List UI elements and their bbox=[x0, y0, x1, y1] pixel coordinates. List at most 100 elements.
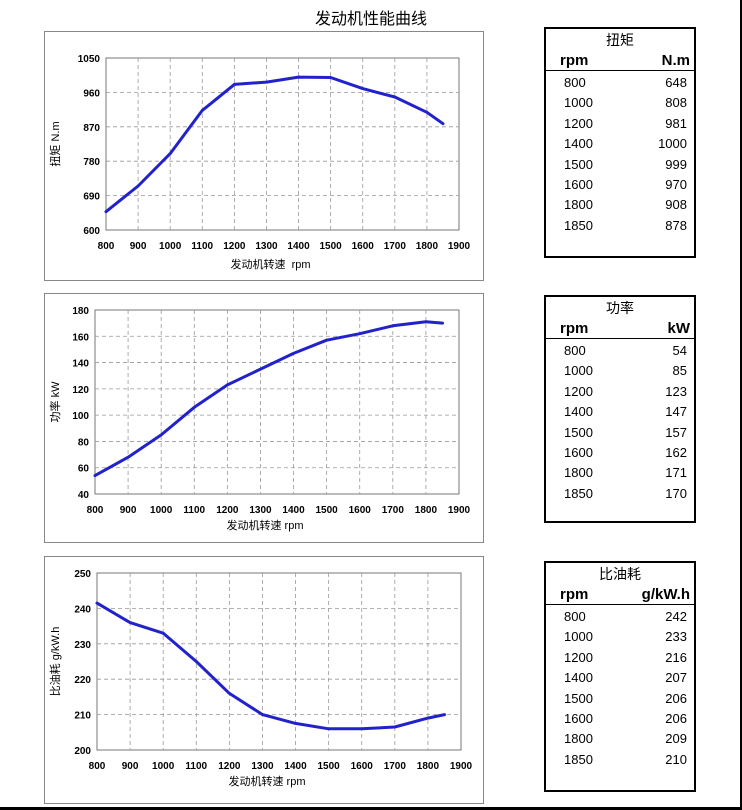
data-point bbox=[294, 722, 297, 725]
y-tick-label: 100 bbox=[72, 411, 89, 422]
page-title: 发动机性能曲线 bbox=[314, 9, 427, 28]
data-point bbox=[441, 122, 445, 125]
y-tick-label: 180 bbox=[72, 306, 89, 317]
power-table: 功率 rpm kW 800 54 1000 85 1200 123 1400 147 1500 1… bbox=[544, 295, 696, 523]
table-cell-value: 210 bbox=[665, 751, 687, 767]
table-row: 1400 1000 bbox=[546, 134, 694, 154]
y-tick-label: 250 bbox=[74, 569, 91, 580]
x-tick-label: 1300 bbox=[255, 241, 278, 252]
data-point bbox=[393, 95, 397, 99]
table-row: 800 242 bbox=[546, 607, 694, 627]
x-tick-label: 1900 bbox=[448, 505, 471, 516]
power-chart: 800 900 1000 1100 1200 1300 1400 1500 1600 1700 18… bbox=[44, 293, 484, 543]
x-tick-label: 1800 bbox=[417, 761, 440, 772]
y-tick-label: 690 bbox=[83, 192, 100, 203]
y-tick-label: 230 bbox=[74, 640, 91, 651]
x-tick-label: 800 bbox=[87, 505, 104, 516]
table-title: 扭矩 bbox=[606, 33, 634, 49]
data-point bbox=[193, 406, 196, 409]
table-cell-rpm: 800 bbox=[564, 609, 586, 624]
table-cell-rpm: 1400 bbox=[564, 404, 593, 420]
x-axis-label: 发动机转速 rpm bbox=[229, 774, 306, 788]
table-row: 1600 970 bbox=[546, 175, 694, 195]
table-cell-rpm: 1500 bbox=[564, 690, 593, 706]
fuel-consumption-chart: 800 900 1000 1100 1200 1300 1400 1500 1600 1700 18… bbox=[44, 556, 484, 804]
table-header: rpm N.m bbox=[546, 51, 694, 71]
table-header: rpm kW bbox=[546, 319, 694, 339]
x-tick-label: 800 bbox=[98, 241, 115, 252]
y-tick-label: 960 bbox=[83, 88, 100, 99]
data-point bbox=[265, 80, 268, 84]
data-point bbox=[361, 87, 364, 90]
data-point bbox=[136, 184, 140, 188]
table-col-unit: N.m bbox=[661, 52, 690, 69]
table-header: rpm g/kW.h bbox=[546, 585, 694, 605]
table-body: 800 648 1000 808 1200 981 1400 1000 1500 999 1600 9… bbox=[546, 73, 694, 236]
x-tick-label: 1600 bbox=[351, 761, 374, 772]
data-point bbox=[297, 75, 300, 79]
y-tick-label: 600 bbox=[83, 226, 100, 237]
data-point bbox=[261, 713, 264, 716]
torque-chart: 800 900 1000 1100 1200 1300 1400 1500 1600 1700 18… bbox=[44, 31, 484, 281]
table-cell-value: 147 bbox=[665, 404, 687, 420]
table-row: 1500 999 bbox=[546, 155, 694, 175]
table-row: 1850 878 bbox=[546, 216, 694, 236]
table-col-unit: g/kW.h bbox=[641, 586, 690, 603]
y-tick-label: 1050 bbox=[78, 54, 101, 65]
data-point bbox=[443, 713, 446, 716]
table-cell-value: 970 bbox=[665, 176, 687, 192]
table-row: 1200 216 bbox=[546, 648, 694, 668]
data-point bbox=[159, 433, 163, 437]
table-cell-value: 85 bbox=[672, 363, 687, 379]
series-line bbox=[104, 75, 445, 214]
table-cell-value: 1000 bbox=[658, 136, 687, 152]
table-row: 1000 808 bbox=[546, 93, 694, 113]
table-cell-value: 171 bbox=[665, 465, 687, 481]
x-tick-label: 1500 bbox=[320, 241, 343, 252]
data-point bbox=[93, 474, 97, 477]
table-cell-rpm: 1500 bbox=[564, 156, 593, 172]
y-tick-label: 40 bbox=[78, 490, 90, 501]
chart-svg: 800 900 1000 1100 1200 1300 1400 1500 1600 1700 18… bbox=[48, 569, 473, 788]
table-row: 1200 123 bbox=[546, 382, 694, 402]
data-point bbox=[425, 111, 429, 114]
data-point bbox=[358, 332, 361, 335]
x-tick-label: 1200 bbox=[216, 505, 239, 516]
table-cell-rpm: 1800 bbox=[564, 197, 593, 213]
table-cell-value: 206 bbox=[665, 690, 687, 706]
table-cell-rpm: 1600 bbox=[564, 444, 593, 460]
data-point bbox=[292, 352, 295, 355]
x-tick-label: 1700 bbox=[382, 505, 405, 516]
x-tick-label: 1100 bbox=[185, 761, 207, 772]
table-row: 1800 171 bbox=[546, 463, 694, 483]
table-cell-value: 157 bbox=[665, 424, 687, 440]
y-tick-label: 220 bbox=[74, 675, 91, 686]
table-cell-rpm: 1850 bbox=[564, 485, 593, 501]
table-row: 1000 233 bbox=[546, 627, 694, 647]
x-tick-label: 1700 bbox=[384, 241, 407, 252]
data-point bbox=[424, 320, 428, 324]
y-axis-label: 功率 kW bbox=[48, 381, 62, 423]
y-axis-label: 扭矩 N.m bbox=[48, 121, 62, 166]
table-body: 800 54 1000 85 1200 123 1400 147 1500 157 1600 162 1… bbox=[546, 341, 694, 504]
table-cell-rpm: 1600 bbox=[564, 176, 593, 192]
y-tick-label: 140 bbox=[72, 359, 89, 370]
x-tick-label: 1700 bbox=[384, 761, 407, 772]
x-tick-label: 1000 bbox=[150, 505, 173, 516]
table-cell-rpm: 1400 bbox=[564, 670, 593, 686]
plot-area bbox=[94, 309, 460, 495]
y-tick-label: 160 bbox=[72, 332, 89, 343]
y-tick-label: 240 bbox=[74, 604, 91, 615]
x-tick-label: 1100 bbox=[183, 505, 205, 516]
data-point bbox=[426, 716, 430, 720]
table-cell-value: 209 bbox=[665, 731, 687, 747]
table-row: 1400 207 bbox=[546, 668, 694, 688]
table-cell-rpm: 1000 bbox=[564, 363, 593, 379]
table-row: 800 648 bbox=[546, 73, 694, 93]
x-tick-label: 1400 bbox=[284, 761, 307, 772]
data-point bbox=[325, 339, 328, 342]
table-cell-value: 206 bbox=[665, 710, 687, 726]
table-cell-rpm: 1000 bbox=[564, 629, 593, 645]
fuel-consumption-table: 比油耗 rpm g/kW.h 800 242 1000 233 1200 216 1400 2… bbox=[544, 561, 696, 792]
table-cell-value: 878 bbox=[665, 217, 687, 233]
